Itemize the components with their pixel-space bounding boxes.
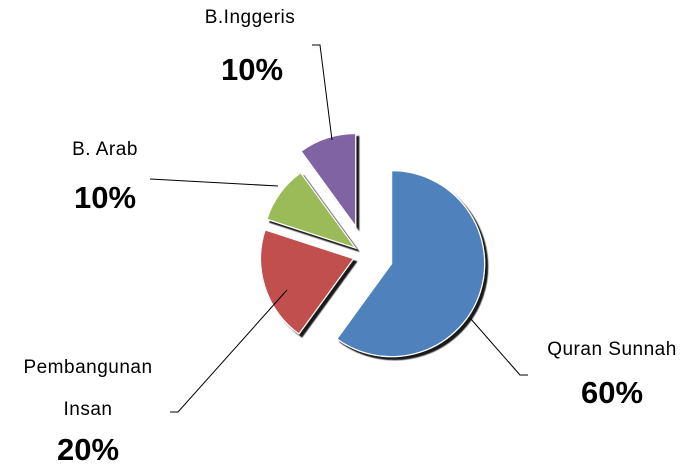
leader-line [149,178,279,187]
slice-value-label: 20% [56,432,120,467]
pie-slice [266,171,357,250]
pie-slice [260,229,355,335]
pie-slice [300,132,357,229]
slice-value-label: 10% [73,180,137,215]
leader-line [170,289,288,413]
leader-line [312,44,333,141]
slice-value-label: 10% [220,52,284,87]
slice-label: Quran Sunnah [547,339,677,360]
slice-label: B.Inggeris [204,7,296,28]
slice-label: B. Arab [72,139,138,160]
leader-line [469,317,528,376]
slice-label: Pembangunan Insan [23,357,153,420]
slice-value-label: 60% [580,375,644,410]
pie-slice [336,170,486,358]
